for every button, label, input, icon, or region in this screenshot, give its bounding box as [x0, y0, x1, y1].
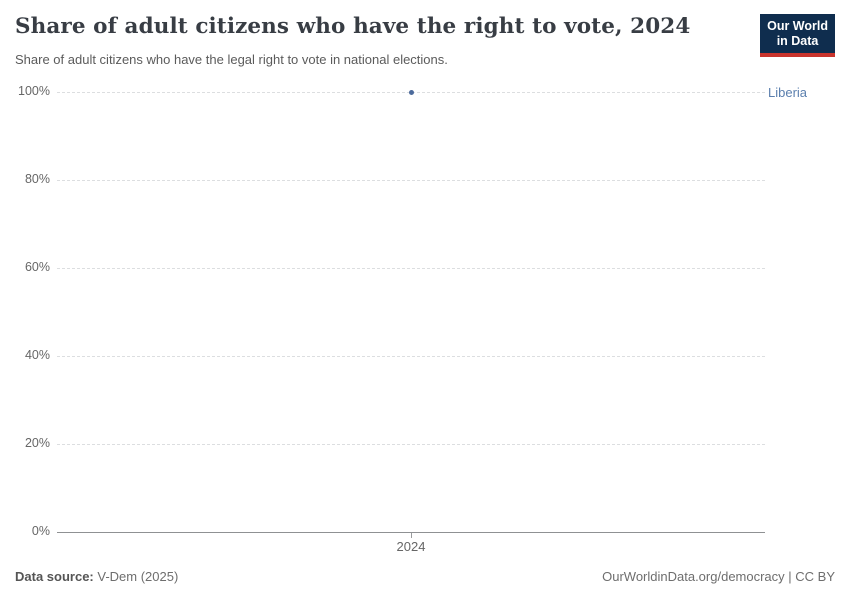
y-axis-tick-label: 0%: [31, 524, 50, 538]
entity-label-liberia[interactable]: Liberia: [768, 85, 808, 100]
owid-logo[interactable]: Our World in Data: [760, 14, 835, 57]
chart-title: Share of adult citizens who have the rig…: [15, 14, 691, 39]
chart-subtitle: Share of adult citizens who have the leg…: [15, 52, 448, 67]
owid-url-license[interactable]: OurWorldinData.org/democracy | CC BY: [602, 569, 835, 584]
x-axis-line: [57, 532, 765, 533]
data-source: Data source: V-Dem (2025): [15, 569, 178, 584]
gridline: [57, 444, 765, 445]
data-source-label: Data source:: [15, 569, 94, 584]
data-point-liberia[interactable]: [408, 89, 414, 95]
gridline: [57, 180, 765, 181]
owid-logo-line1: Our World: [767, 19, 828, 33]
y-axis-tick-label: 100%: [18, 84, 50, 98]
chart-footer: Data source: V-Dem (2025) OurWorldinData…: [15, 569, 835, 584]
owid-logo-line2: in Data: [776, 34, 819, 48]
gridline: [57, 268, 765, 269]
gridline: [57, 356, 765, 357]
y-axis-tick-label: 40%: [24, 348, 50, 362]
y-axis-tick-label: 60%: [24, 260, 50, 274]
y-axis-tick-label: 20%: [24, 436, 50, 450]
data-source-value: V-Dem (2025): [93, 569, 179, 584]
x-axis-tick: [411, 533, 412, 538]
x-axis-tick-label: 2024: [396, 539, 426, 554]
y-axis-tick-label: 80%: [24, 172, 50, 186]
